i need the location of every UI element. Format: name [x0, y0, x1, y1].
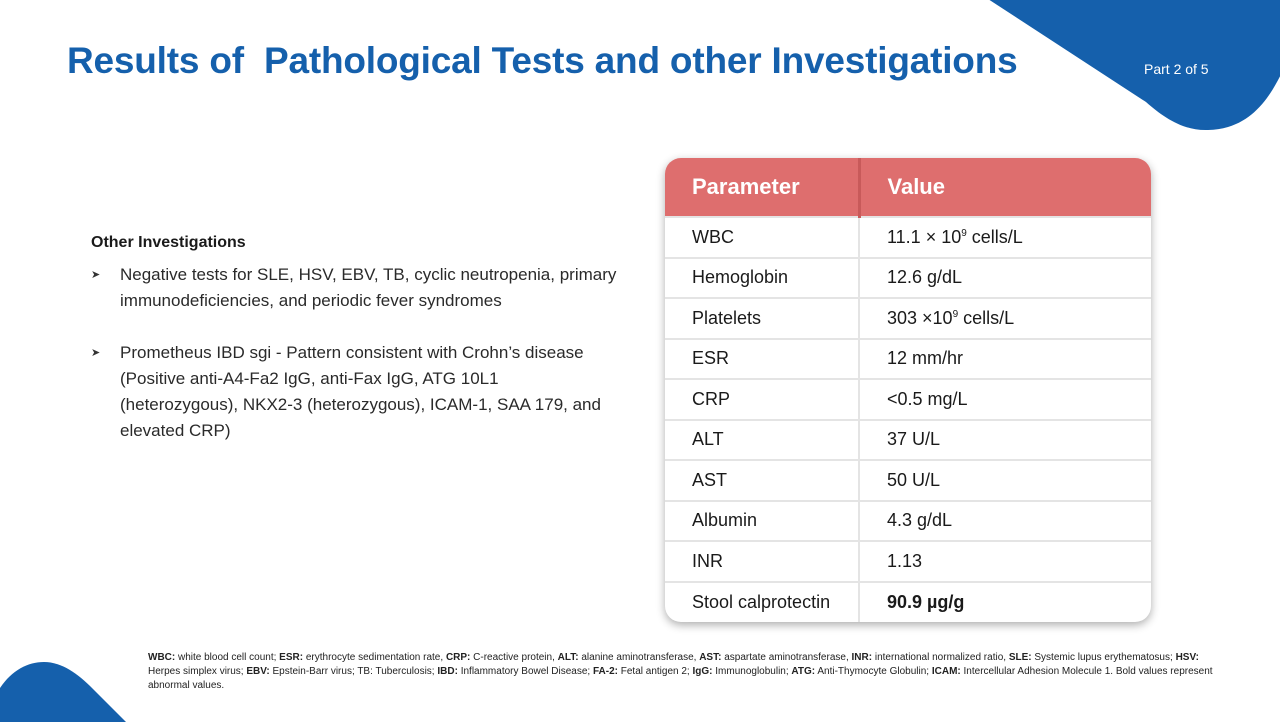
abbreviations-footnote: WBC: white blood cell count; ESR: erythr… — [148, 651, 1233, 693]
lab-results-table: Parameter Value WBC 11.1 × 109 cells/L Hem… — [665, 158, 1151, 622]
value-unit: cells/L — [958, 307, 1015, 328]
value-text: 12 mm/hr — [887, 348, 964, 369]
value-cell: 4.3 g/dL — [859, 499, 1151, 541]
footnote-abbr: IgG: — [692, 666, 713, 677]
footnote-definition: C-reactive protein, — [470, 652, 558, 663]
table-row: INR 1.13 — [665, 540, 1151, 582]
value-cell: 1.13 — [859, 540, 1151, 582]
value-text: 4.3 g/dL — [887, 510, 953, 531]
value-cell: 12.6 g/dL — [859, 256, 1151, 298]
parameter-cell: Hemoglobin — [665, 256, 860, 298]
footnote-abbr: EBV: — [246, 666, 270, 677]
table-row: Stool calprotectin 90.9 µg/g — [665, 580, 1151, 622]
column-header-value: Value — [859, 158, 1151, 217]
table-header-row: Parameter Value — [665, 158, 1151, 217]
footnote-definition: Herpes simplex virus; — [148, 666, 247, 677]
table-row: CRP <0.5 mg/L — [665, 378, 1151, 420]
footnote-abbr: HSV: — [1175, 652, 1199, 663]
table-row: AST 50 U/L — [665, 459, 1151, 501]
table-row: WBC 11.1 × 109 cells/L — [665, 216, 1151, 258]
footnote-definition: international normalized ratio, — [872, 652, 1009, 663]
footnote-abbr: ALT: — [557, 652, 579, 663]
parameter-cell: Platelets — [665, 297, 860, 339]
value-text: 1.13 — [887, 550, 923, 571]
value-cell: 11.1 × 109 cells/L — [859, 216, 1151, 258]
bullet-text: Prometheus IBD sgi - Pattern consistent … — [120, 343, 601, 440]
bullet-arrow-icon: ➤ — [91, 269, 101, 281]
footnote-definition: Epstein-Barr virus; TB: Tuberculosis; — [269, 666, 438, 677]
value-text: 50 U/L — [887, 469, 941, 490]
table-body: WBC 11.1 × 109 cells/L Hemoglobin 12.6 g/dL… — [665, 216, 1151, 622]
value-cell: <0.5 mg/L — [859, 378, 1151, 420]
parameter-cell: ESR — [665, 337, 860, 379]
value-exponent: 9 — [952, 308, 959, 320]
value-cell: 303 ×109 cells/L — [859, 297, 1151, 339]
footnote-definition: erythrocyte sedimentation rate, — [303, 652, 446, 663]
value-cell: 50 U/L — [859, 459, 1151, 501]
parameter-cell: WBC — [665, 216, 860, 258]
value-text: 11.1 × 10 — [887, 226, 962, 247]
footnote-abbr: ESR: — [279, 652, 304, 663]
parameter-cell: ALT — [665, 418, 860, 460]
part-indicator: Part 2 of 5 — [1144, 61, 1209, 77]
footnote-definition: Immunoglobulin; — [712, 666, 792, 677]
table-row: ESR 12 mm/hr — [665, 337, 1151, 379]
value-cell: 90.9 µg/g — [859, 580, 1151, 622]
table-row: ALT 37 U/L — [665, 418, 1151, 460]
bullet-text: Negative tests for SLE, HSV, EBV, TB, cy… — [120, 265, 617, 310]
footnote-abbr: IBD: — [437, 666, 458, 677]
footnote-definition: alanine aminotransferase, — [578, 652, 700, 663]
parameter-cell: CRP — [665, 378, 860, 420]
page-title: Results of Pathological Tests and other … — [67, 40, 1018, 81]
footnote-abbr: ICAM: — [931, 666, 961, 677]
table-row: Platelets 303 ×109 cells/L — [665, 297, 1151, 339]
footnote-definition: Anti-Thymocyte Globulin; — [815, 666, 932, 677]
value-cell: 37 U/L — [859, 418, 1151, 460]
table-row: Albumin 4.3 g/dL — [665, 499, 1151, 541]
corner-decoration-bottom-left — [0, 662, 126, 722]
value-text: 90.9 µg/g — [887, 591, 965, 612]
list-item: ➤ Prometheus IBD sgi - Pattern consisten… — [91, 340, 621, 444]
bullet-arrow-icon: ➤ — [91, 347, 101, 359]
value-text: <0.5 mg/L — [887, 388, 968, 409]
footnote-definition: Systemic lupus erythematosus; — [1031, 652, 1176, 663]
footnote-abbr: AST: — [699, 652, 722, 663]
footnote-closing: Bold values represent abnormal values. — [148, 666, 1213, 691]
footnote-abbr: FA-2: — [592, 666, 618, 677]
value-unit: cells/L — [966, 226, 1023, 247]
value-exponent: 9 — [961, 227, 967, 239]
value-text: 303 ×10 — [887, 307, 953, 328]
parameter-cell: Stool calprotectin — [665, 580, 860, 622]
footnote-abbr: INR: — [851, 652, 873, 663]
value-text: 12.6 g/dL — [887, 267, 963, 288]
footnote-definition: Inflammatory Bowel Disease; — [457, 666, 593, 677]
parameter-cell: Albumin — [665, 499, 860, 541]
footnote-definition: white blood cell count; — [175, 652, 280, 663]
footnote-abbr: CRP: — [445, 652, 471, 663]
value-cell: 12 mm/hr — [859, 337, 1151, 379]
footnote-definition: Intercellular Adhesion Molecule 1. — [960, 666, 1116, 677]
investigations-list: ➤ Negative tests for SLE, HSV, EBV, TB, … — [91, 262, 621, 444]
parameter-cell: AST — [665, 459, 860, 501]
investigations-heading: Other Investigations — [91, 234, 246, 251]
value-text: 37 U/L — [887, 429, 941, 450]
footnote-definition: Fetal antigen 2; — [617, 666, 693, 677]
footnote-abbr: ATG: — [791, 666, 816, 677]
footnote-abbr: WBC: — [148, 652, 176, 663]
corner-decoration-top-right — [989, 0, 1280, 131]
footnote-definition: aspartate aminotransferase, — [721, 652, 852, 663]
footnote-abbr: SLE: — [1008, 652, 1032, 663]
list-item: ➤ Negative tests for SLE, HSV, EBV, TB, … — [91, 262, 621, 314]
parameter-cell: INR — [665, 540, 860, 582]
column-header-parameter: Parameter — [665, 158, 861, 217]
table-row: Hemoglobin 12.6 g/dL — [665, 256, 1151, 298]
